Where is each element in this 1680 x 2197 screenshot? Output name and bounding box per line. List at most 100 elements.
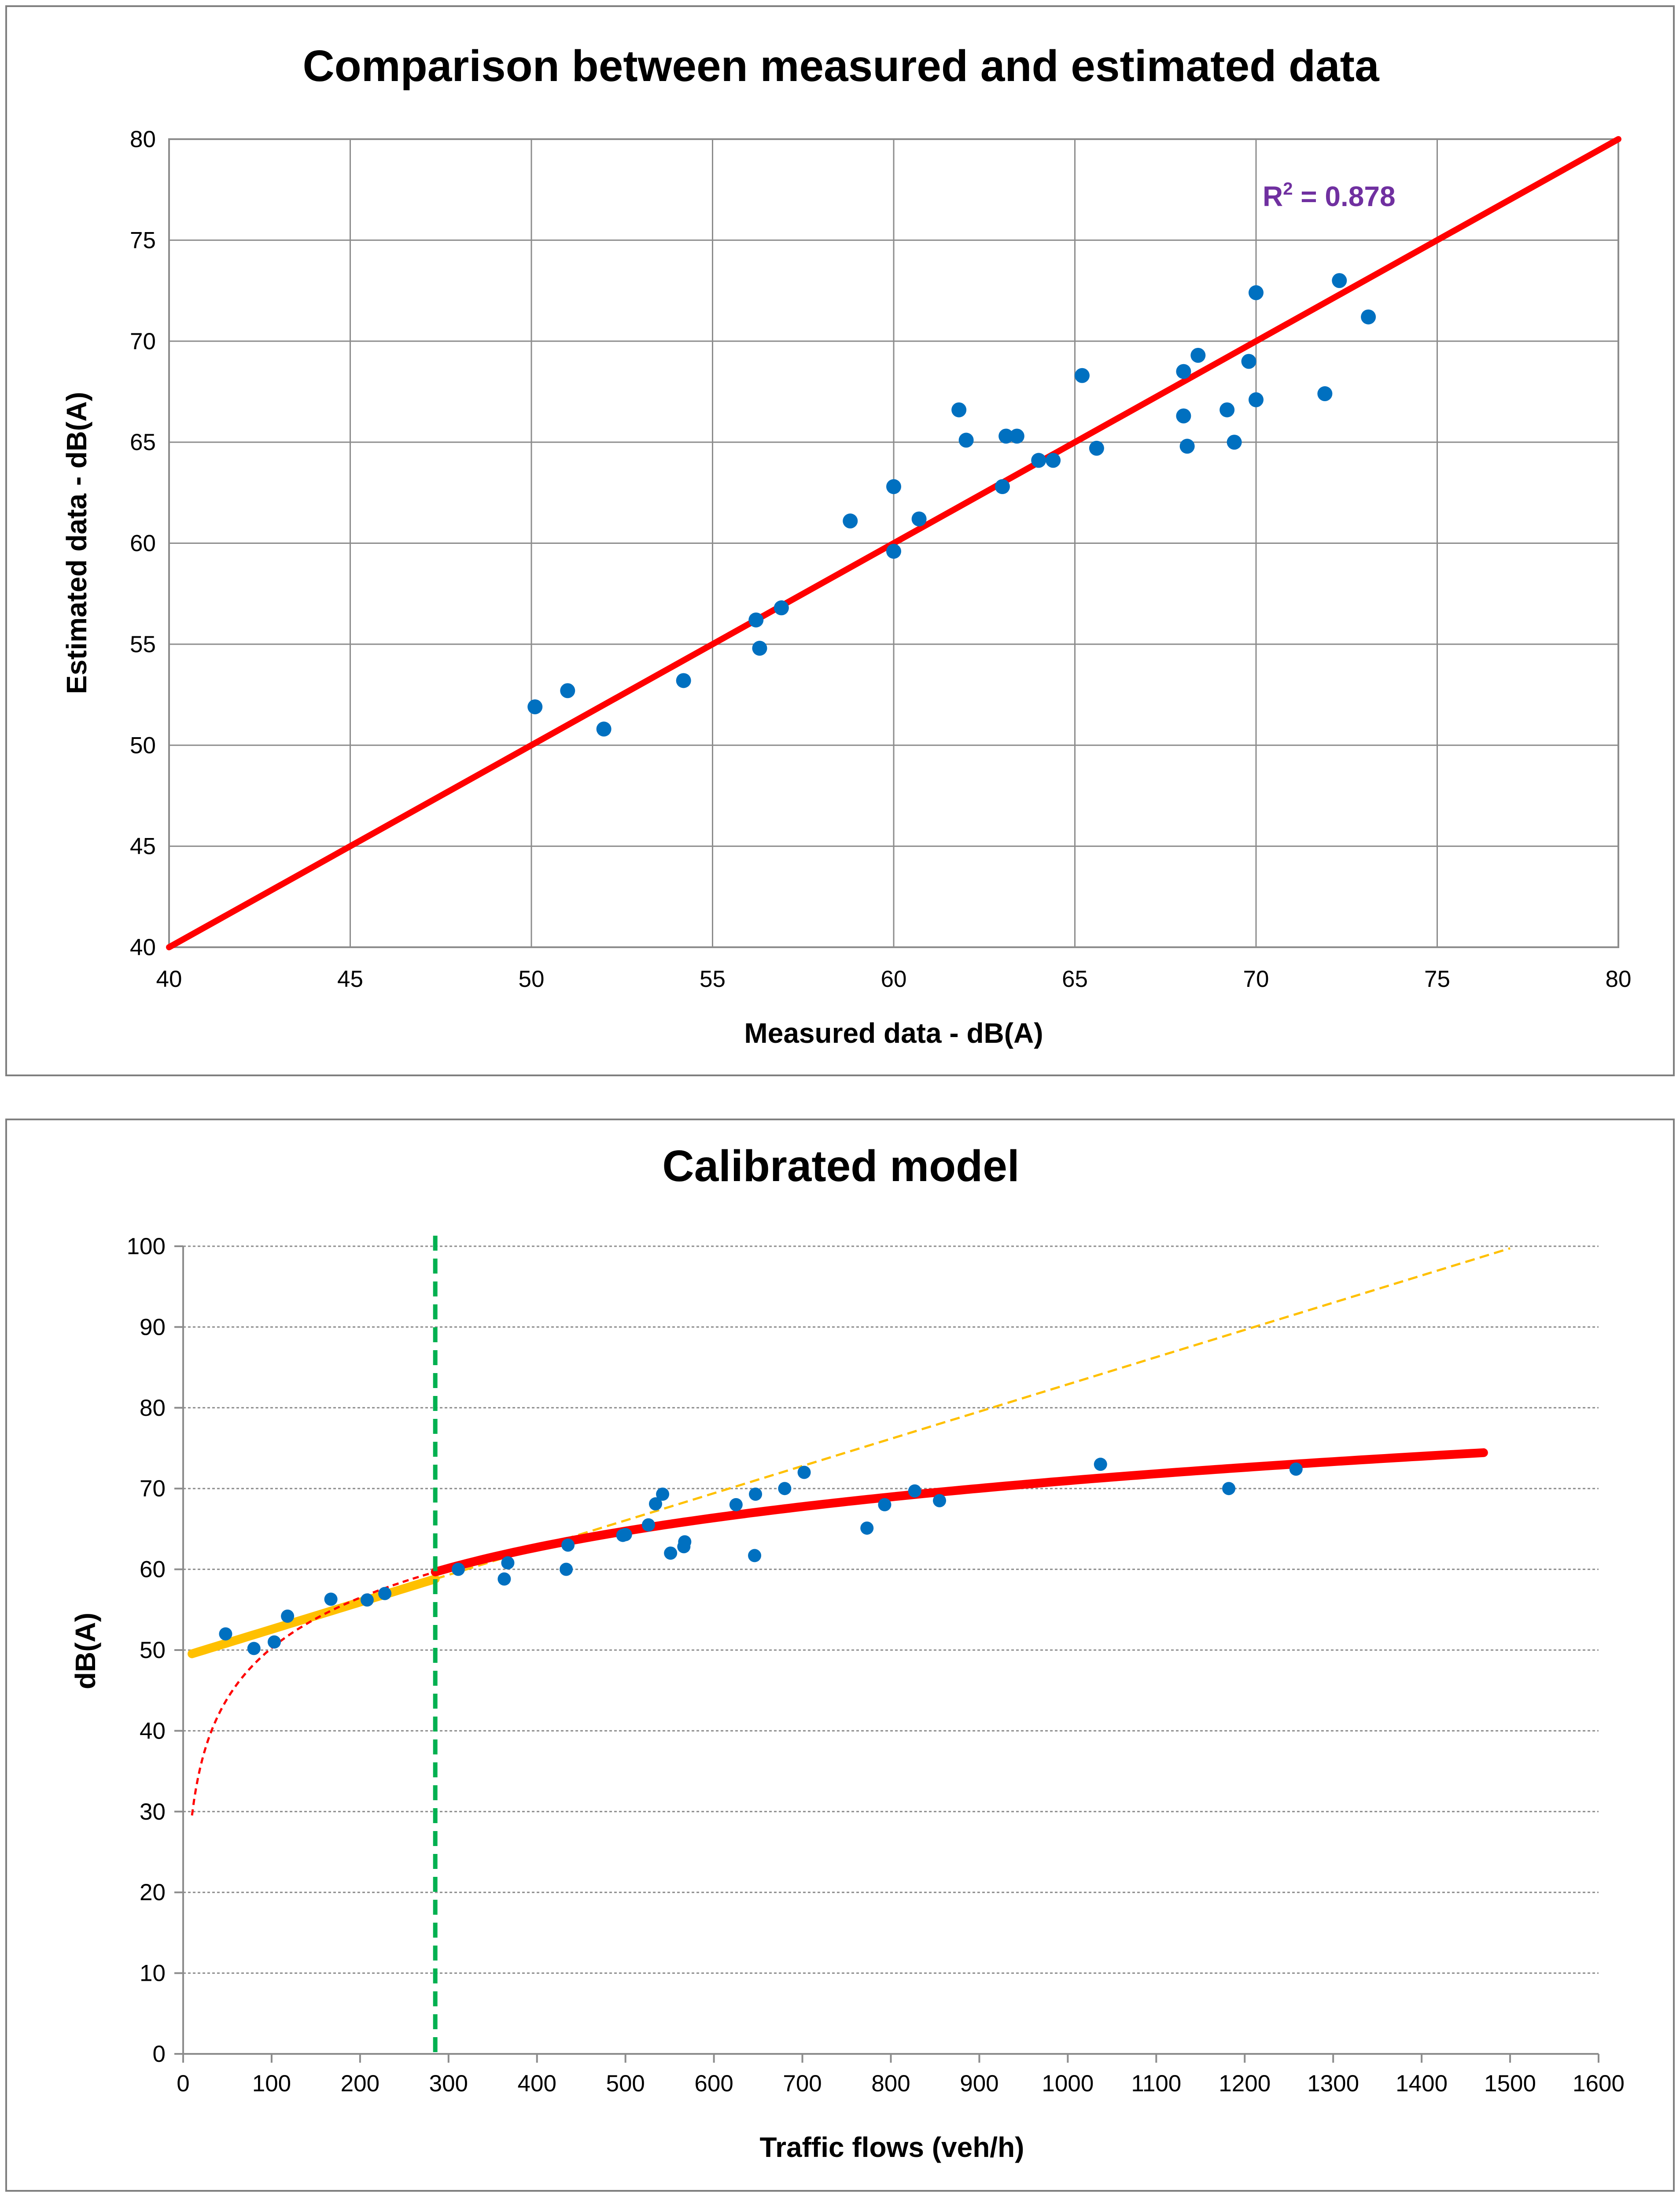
- x-tick-label: 1100: [1131, 2071, 1181, 2097]
- chart-calibrated-panel: 0 100 200 300 400 500 600 700 800 900 1000 1100 1200…: [5, 1119, 1675, 2192]
- x-tick-label: 800: [871, 2071, 910, 2097]
- data-point: [560, 683, 575, 698]
- data-point: [641, 1518, 655, 1532]
- x-tick-label: 500: [606, 2071, 645, 2097]
- data-point: [752, 641, 767, 656]
- x-tick-label: 700: [783, 2071, 822, 2097]
- x-tick-label: 200: [341, 2071, 379, 2097]
- chart-comparison: 40 45 50 55 60 65 70 75 80 40 45 50 55 60 65 70 75 80 Co…: [61, 41, 1631, 1049]
- data-point: [219, 1627, 232, 1641]
- y-tick-label: 80: [130, 126, 156, 152]
- linear-model-dashed: [435, 1247, 1511, 1580]
- data-point: [1317, 386, 1333, 402]
- x-tick-label: 65: [1062, 966, 1088, 992]
- r-squared-annotation: R2 = 0.878: [1263, 179, 1396, 212]
- chart-calibrated-model: 0 100 200 300 400 500 600 700 800 900 1000 1100 1200…: [70, 1141, 1625, 2163]
- y-tick-label: 65: [130, 429, 156, 455]
- x-axis-title: Measured data - dB(A): [744, 1017, 1043, 1049]
- x-tick-label: 600: [694, 2071, 733, 2097]
- data-point: [1190, 347, 1206, 363]
- data-point: [561, 1538, 575, 1552]
- x-tick-label: 300: [429, 2071, 468, 2097]
- data-point: [1009, 428, 1024, 444]
- data-point: [951, 402, 967, 417]
- data-point: [933, 1494, 947, 1507]
- data-point: [797, 1466, 811, 1479]
- y-tick-labels: 0 10 20 30 40 50 60 70 80 90 100: [127, 1233, 166, 2067]
- y-tick-label: 50: [130, 732, 156, 758]
- data-point: [748, 612, 764, 628]
- x-tick-label: 50: [519, 966, 545, 992]
- data-point: [649, 1497, 663, 1511]
- y-tick-label: 50: [140, 1637, 166, 1663]
- x-tick-label: 1500: [1484, 2071, 1536, 2097]
- data-point: [1031, 453, 1046, 468]
- data-point: [1089, 440, 1104, 456]
- x-tick-label: 1600: [1573, 2071, 1625, 2097]
- chart-comparison-panel: 40 45 50 55 60 65 70 75 80 40 45 50 55 60 65 70 75 80 Co…: [5, 5, 1675, 1076]
- plot-area: [168, 138, 1619, 948]
- linear-model-line: [188, 1574, 440, 1658]
- data-point: [664, 1546, 678, 1560]
- log-model-dashed: [191, 1571, 436, 1816]
- x-tick-label: 1300: [1307, 2071, 1359, 2097]
- x-tick-label: 55: [700, 966, 726, 992]
- y-tick-label: 45: [130, 834, 156, 860]
- data-point: [749, 1488, 763, 1501]
- x-tick-label: 70: [1243, 966, 1269, 992]
- log-model-line: [431, 1448, 1488, 1577]
- data-point: [378, 1587, 392, 1600]
- data-point: [998, 428, 1014, 444]
- y-tick-label: 60: [140, 1557, 166, 1583]
- data-point: [958, 432, 974, 448]
- data-point: [1176, 364, 1191, 379]
- data-point: [774, 600, 789, 616]
- data-point: [656, 1488, 670, 1501]
- data-marks: [188, 1236, 1511, 2054]
- x-tick-label: 900: [960, 2071, 998, 2097]
- r-squared-prefix: R: [1263, 181, 1283, 212]
- data-point: [324, 1592, 338, 1606]
- y-tick-label: 70: [140, 1476, 166, 1502]
- y-tick-label: 20: [140, 1879, 166, 1905]
- x-tick-label: 0: [177, 2071, 189, 2097]
- x-tick-labels: 0 100 200 300 400 500 600 700 800 900 1000 1100 1200…: [177, 2071, 1625, 2097]
- data-point: [1249, 285, 1264, 300]
- x-axis-title: Traffic flows (veh/h): [760, 2131, 1024, 2163]
- data-point: [748, 1549, 762, 1562]
- data-point: [911, 511, 927, 527]
- data-point: [267, 1635, 281, 1649]
- data-point: [729, 1498, 743, 1511]
- data-point: [678, 1535, 692, 1549]
- data-point: [878, 1498, 892, 1511]
- y-tick-label: 80: [140, 1395, 166, 1421]
- data-point: [1289, 1462, 1303, 1476]
- y-axis-title: dB(A): [70, 1613, 101, 1689]
- data-point: [1249, 392, 1264, 407]
- data-point: [1094, 1458, 1107, 1471]
- chart-title: Calibrated model: [662, 1141, 1019, 1191]
- grid: [174, 1245, 1599, 2063]
- data-point: [501, 1556, 515, 1569]
- y-tick-label: 75: [130, 227, 156, 253]
- data-point: [1219, 402, 1235, 417]
- data-point: [1227, 435, 1242, 450]
- x-tick-label: 1200: [1219, 2071, 1271, 2097]
- data-point: [886, 479, 901, 495]
- data-point: [1179, 439, 1195, 454]
- r-squared-superscript: 2: [1283, 179, 1293, 199]
- y-tick-label: 70: [130, 329, 156, 354]
- data-marks: [166, 136, 1621, 950]
- data-point: [1046, 453, 1061, 468]
- data-point: [1222, 1482, 1236, 1495]
- data-point: [596, 721, 612, 737]
- data-point: [1176, 408, 1191, 424]
- data-point: [886, 543, 901, 559]
- y-tick-label: 30: [140, 1799, 166, 1825]
- data-point: [995, 479, 1010, 495]
- y-tick-label: 60: [130, 531, 156, 557]
- y-tick-label: 10: [140, 1961, 166, 1987]
- data-point: [247, 1642, 261, 1655]
- y-tick-label: 55: [130, 631, 156, 657]
- line-of-equality: [166, 136, 1621, 950]
